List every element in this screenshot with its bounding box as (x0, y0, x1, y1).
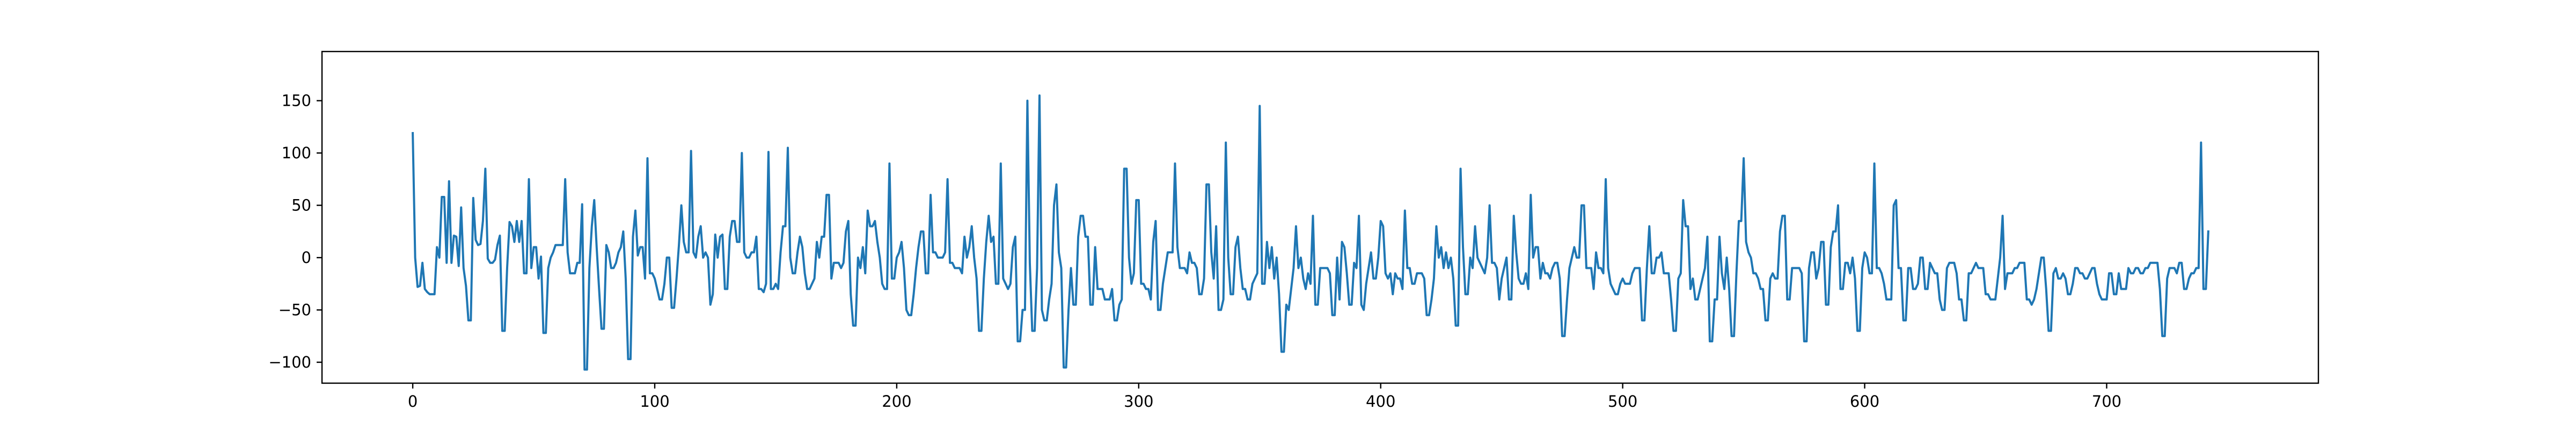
x-tick-label: 700 (2092, 392, 2121, 411)
y-tick-label: 150 (282, 92, 311, 110)
x-tick-label: 300 (1124, 392, 1153, 411)
x-tick-label: 600 (1850, 392, 1879, 411)
x-tick-label: 100 (640, 392, 669, 411)
axis-ticks: 0 100 200 300 400 500 600 700 −100 −50 0 50 100 150 (268, 92, 2121, 411)
x-tick-label: 400 (1366, 392, 1395, 411)
y-tick-label: 0 (302, 248, 311, 267)
x-tick-label: 0 (408, 392, 418, 411)
series-layer (412, 94, 2209, 371)
x-tick-label: 500 (1608, 392, 1637, 411)
series-line-0 (412, 94, 2209, 371)
y-tick-label: −50 (279, 301, 311, 319)
y-tick-label: 50 (291, 196, 311, 215)
y-tick-label: 100 (282, 144, 311, 162)
x-tick-label: 200 (882, 392, 911, 411)
plot-area-frame (321, 50, 2319, 384)
y-tick-label: −100 (268, 353, 311, 371)
